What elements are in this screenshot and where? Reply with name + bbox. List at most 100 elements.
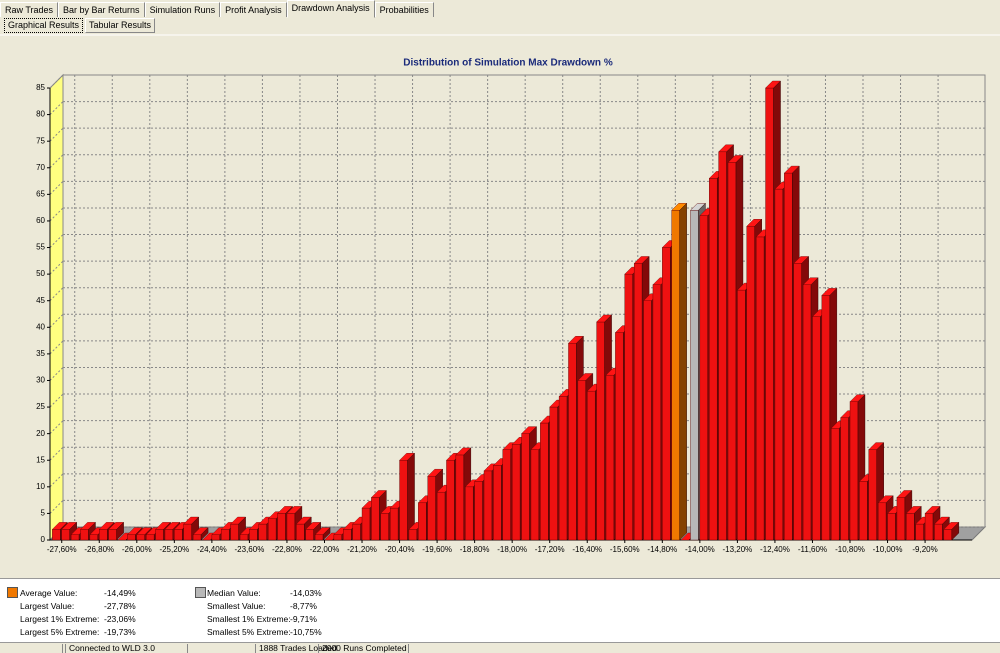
bar-front (662, 247, 671, 541)
bar-front (587, 390, 596, 541)
bar-front (596, 321, 605, 541)
chart: Distribution of Simulation Max Drawdown … (0, 34, 1000, 554)
y-tick-label: 40 (36, 322, 45, 331)
bar (192, 527, 209, 541)
bar-front (906, 513, 915, 541)
wall-grid-line (49, 127, 64, 142)
subtab[interactable]: Tabular Results (85, 18, 156, 33)
tab[interactable]: Probabilities (374, 2, 434, 17)
x-tick-label: -25,20% (159, 545, 189, 554)
bar (108, 521, 125, 541)
x-tick-label: -24,40% (197, 545, 227, 554)
y-tick-label: 0 (41, 535, 46, 544)
bar-front (840, 417, 849, 541)
x-tick-label: -11,60% (798, 545, 827, 554)
subtab-strip: Graphical Results Tabular Results (4, 18, 157, 34)
bar-front (671, 210, 680, 541)
bar-front (211, 534, 221, 541)
wall-grid-line (49, 393, 64, 408)
bar-front (821, 295, 831, 541)
bar-front (624, 273, 633, 541)
subtab[interactable]: Graphical Results (4, 18, 84, 33)
bar-front (540, 422, 549, 541)
bar-front (361, 507, 371, 541)
bar-side (951, 521, 960, 541)
bar-front (943, 529, 953, 541)
bar-front (784, 172, 793, 541)
bar-front (868, 449, 877, 541)
bar-front (221, 529, 230, 541)
x-tick-label: -14,00% (685, 545, 715, 554)
bar-front (258, 523, 267, 541)
x-tick-label: -14,80% (647, 545, 677, 554)
x-tick-label: -26,80% (84, 545, 114, 554)
x-tick-label: -20,40% (385, 545, 415, 554)
bar-front (145, 534, 155, 541)
tab[interactable]: Simulation Runs (144, 2, 221, 17)
bar-front (690, 210, 699, 541)
bar-front (286, 513, 296, 541)
bar-front (446, 460, 455, 541)
bar-front (418, 502, 427, 541)
wall-grid-line (49, 180, 64, 195)
bar-front (127, 534, 136, 541)
bar-front (427, 475, 436, 541)
y-tick-label: 5 (41, 509, 46, 518)
stat-label: Smallest 1% Extreme: (207, 614, 291, 624)
bar-front (136, 534, 145, 541)
bar-front (831, 428, 840, 541)
stat-value: -9,71% (290, 614, 317, 624)
bar-front (709, 178, 718, 541)
x-tick-label: -10,00% (873, 545, 903, 554)
status-text: Connected to WLD 3.0 (65, 644, 155, 653)
y-tick-label: 60 (36, 216, 45, 225)
wall-grid-line (49, 207, 64, 222)
legend-swatch (195, 587, 206, 598)
bar-front (465, 486, 474, 541)
y-tick-label: 75 (36, 136, 45, 145)
bar-front (746, 226, 755, 541)
bar-front (296, 523, 305, 541)
bar-front (80, 529, 89, 541)
chart-title: Distribution of Simulation Max Drawdown … (403, 58, 613, 69)
bar (943, 521, 960, 541)
wall-grid-line (49, 313, 64, 328)
bar-front (727, 162, 737, 541)
y-tick-label: 45 (36, 296, 45, 305)
tab[interactable]: Profit Analysis (220, 2, 287, 17)
wall-grid-line (49, 446, 64, 461)
bar-front (277, 513, 286, 541)
bar-front (343, 529, 352, 541)
bar-front (99, 529, 108, 541)
bar-front (164, 529, 174, 541)
status-cell (187, 644, 191, 653)
bar-front (70, 534, 80, 541)
bar-front (887, 513, 896, 541)
bar-side (679, 202, 687, 541)
tab[interactable]: Bar by Bar Returns (58, 2, 145, 17)
bar-front (239, 534, 249, 541)
bar-front (737, 289, 746, 541)
bar-front (859, 481, 868, 541)
wall-grid-line (49, 500, 64, 514)
tab[interactable]: Drawdown Analysis (286, 0, 375, 18)
bar-front (333, 534, 343, 541)
stat-label: Largest Value: (20, 601, 75, 611)
y-tick-label: 35 (36, 349, 45, 358)
wall-grid-line (49, 287, 64, 302)
bar-front (699, 215, 709, 541)
bar-front (605, 374, 615, 541)
bar-front (793, 263, 802, 541)
tab[interactable]: Raw Trades (0, 2, 59, 17)
bar-front (89, 534, 99, 541)
bar-front (812, 316, 821, 541)
y-tick-label: 25 (36, 402, 45, 411)
stat-label: Average Value: (20, 588, 78, 598)
bar (399, 452, 416, 541)
y-tick-label: 70 (36, 163, 45, 172)
bar-front (408, 529, 418, 541)
x-tick-label: -26,00% (122, 545, 152, 554)
bar-side (116, 521, 124, 541)
stat-value: -8,77% (290, 601, 317, 611)
stat-value: -14,49% (104, 588, 136, 598)
